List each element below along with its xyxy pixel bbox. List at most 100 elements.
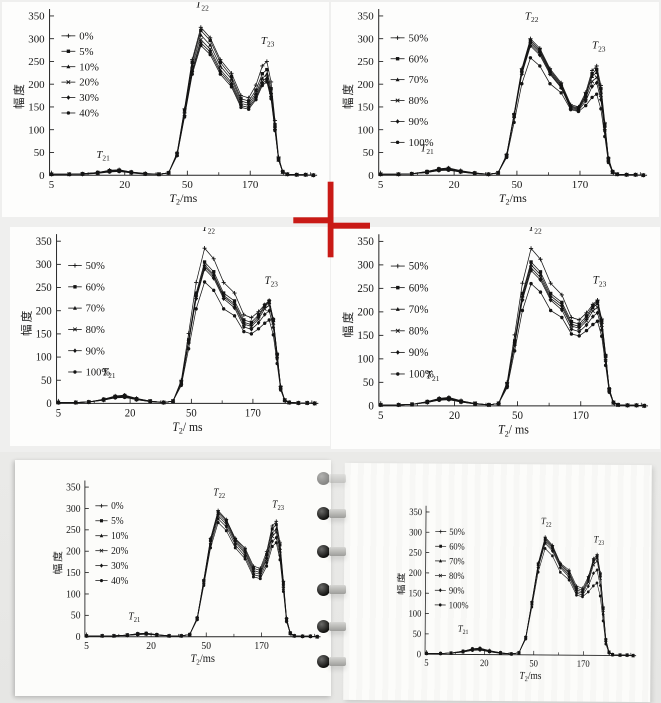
svg-text:100: 100 bbox=[408, 608, 421, 619]
svg-text:20%: 20% bbox=[79, 77, 99, 89]
svg-text:90%: 90% bbox=[86, 345, 105, 357]
svg-text:T21: T21 bbox=[426, 369, 440, 383]
svg-text:50: 50 bbox=[363, 147, 374, 159]
svg-text:250: 250 bbox=[36, 282, 53, 294]
svg-text:300: 300 bbox=[357, 259, 374, 271]
svg-text:100%: 100% bbox=[86, 366, 110, 378]
svg-text:60%: 60% bbox=[86, 281, 105, 293]
svg-text:70%: 70% bbox=[86, 303, 105, 315]
svg-text:20: 20 bbox=[125, 407, 136, 419]
svg-text:T23: T23 bbox=[261, 35, 275, 49]
svg-text:100: 100 bbox=[357, 353, 374, 365]
svg-text:T22: T22 bbox=[213, 487, 225, 500]
svg-text:170: 170 bbox=[573, 410, 590, 422]
notebook-page-left: 0 50 100 150 200 250 300 350 5 20 50 170 幅度 T2/ms 0% 5%… bbox=[15, 460, 331, 696]
svg-text:T2/ ms: T2/ ms bbox=[498, 422, 529, 438]
chart-panel-top-left: 0 50 100 150 200 250 300 350 5 20 50 170 幅度 T2/ms 0% 5%… bbox=[2, 2, 329, 217]
svg-text:10%: 10% bbox=[79, 61, 99, 73]
chart-panel-middle-right: 0 50 100 150 200 250 300 350 5 20 50 170 幅度 T2/ ms 50%… bbox=[331, 227, 660, 449]
svg-text:T21: T21 bbox=[102, 366, 115, 380]
svg-text:250: 250 bbox=[409, 547, 422, 558]
svg-text:170: 170 bbox=[577, 658, 590, 669]
svg-text:50: 50 bbox=[34, 147, 45, 159]
svg-text:40%: 40% bbox=[79, 108, 99, 120]
svg-text:100%: 100% bbox=[409, 369, 434, 381]
svg-text:幅度: 幅度 bbox=[341, 82, 355, 109]
svg-text:40%: 40% bbox=[111, 576, 128, 587]
svg-text:60%: 60% bbox=[449, 541, 465, 552]
svg-text:T22: T22 bbox=[541, 516, 552, 529]
svg-text:20: 20 bbox=[480, 658, 489, 669]
svg-text:T2/ms: T2/ms bbox=[169, 191, 197, 207]
svg-text:50: 50 bbox=[71, 610, 81, 621]
svg-text:250: 250 bbox=[28, 56, 45, 68]
svg-text:300: 300 bbox=[36, 259, 53, 271]
svg-text:T2/ms: T2/ms bbox=[190, 653, 214, 667]
svg-text:90%: 90% bbox=[409, 347, 429, 359]
svg-text:5%: 5% bbox=[111, 516, 124, 527]
svg-text:170: 170 bbox=[245, 407, 262, 419]
svg-text:20: 20 bbox=[119, 179, 130, 191]
svg-text:300: 300 bbox=[409, 527, 422, 538]
svg-text:50: 50 bbox=[363, 377, 374, 389]
svg-text:250: 250 bbox=[357, 56, 374, 68]
svg-text:0: 0 bbox=[39, 170, 45, 182]
svg-text:0: 0 bbox=[46, 398, 52, 410]
svg-text:5%: 5% bbox=[79, 46, 93, 58]
svg-text:150: 150 bbox=[28, 102, 45, 114]
svg-text:60%: 60% bbox=[409, 53, 429, 65]
svg-text:T2/ ms: T2/ ms bbox=[172, 420, 202, 436]
svg-text:100: 100 bbox=[36, 352, 53, 364]
svg-text:T23: T23 bbox=[272, 499, 284, 512]
svg-text:5: 5 bbox=[56, 407, 62, 419]
t2-spectrum-chart-bottom-right: 0 50 100 150 200 250 300 350 5 20 50 170 幅度 T2/ms 50% 6… bbox=[396, 505, 637, 683]
svg-text:200: 200 bbox=[357, 79, 374, 91]
svg-text:5: 5 bbox=[378, 410, 384, 422]
svg-text:170: 170 bbox=[242, 179, 259, 191]
svg-text:200: 200 bbox=[66, 546, 80, 557]
svg-text:200: 200 bbox=[28, 79, 45, 91]
svg-text:350: 350 bbox=[28, 10, 45, 22]
svg-text:300: 300 bbox=[66, 504, 80, 515]
svg-text:80%: 80% bbox=[449, 570, 465, 581]
svg-text:T22: T22 bbox=[528, 227, 542, 236]
svg-text:幅度: 幅度 bbox=[396, 571, 407, 595]
svg-text:80%: 80% bbox=[409, 325, 429, 337]
svg-text:20%: 20% bbox=[111, 546, 128, 557]
svg-text:200: 200 bbox=[36, 305, 53, 317]
svg-text:250: 250 bbox=[66, 525, 80, 536]
svg-text:5: 5 bbox=[84, 641, 89, 652]
svg-text:30%: 30% bbox=[111, 561, 128, 572]
svg-text:50: 50 bbox=[413, 628, 422, 639]
svg-text:T22: T22 bbox=[525, 11, 539, 25]
svg-text:50: 50 bbox=[512, 410, 523, 422]
svg-text:T23: T23 bbox=[593, 275, 607, 289]
svg-text:150: 150 bbox=[357, 102, 374, 114]
svg-text:100%: 100% bbox=[409, 137, 434, 149]
t2-spectrum-chart-top-left: 0 50 100 150 200 250 300 350 5 20 50 170 幅度 T2/ms 0% 5%… bbox=[12, 2, 318, 207]
svg-text:50%: 50% bbox=[86, 260, 105, 272]
svg-text:170: 170 bbox=[254, 641, 268, 652]
svg-text:5: 5 bbox=[424, 657, 429, 668]
svg-text:0%: 0% bbox=[79, 30, 93, 42]
svg-text:100: 100 bbox=[28, 124, 45, 136]
t2-spectrum-chart-middle-right: 0 50 100 150 200 250 300 350 5 20 50 170 幅度 T2/ ms 50%… bbox=[341, 227, 649, 438]
svg-text:50%: 50% bbox=[409, 261, 429, 273]
svg-text:20: 20 bbox=[449, 179, 460, 191]
svg-text:70%: 70% bbox=[409, 304, 429, 316]
svg-text:80%: 80% bbox=[86, 324, 105, 336]
svg-text:30%: 30% bbox=[79, 92, 99, 104]
svg-text:150: 150 bbox=[66, 568, 80, 579]
svg-text:幅度: 幅度 bbox=[20, 309, 34, 336]
svg-text:50: 50 bbox=[182, 179, 193, 191]
svg-text:0: 0 bbox=[417, 649, 422, 660]
svg-text:T23: T23 bbox=[265, 275, 278, 289]
svg-text:0: 0 bbox=[76, 632, 81, 643]
svg-text:350: 350 bbox=[357, 236, 374, 248]
svg-text:T21: T21 bbox=[128, 611, 140, 624]
svg-text:200: 200 bbox=[409, 567, 422, 578]
svg-text:300: 300 bbox=[28, 33, 45, 45]
t2-spectrum-chart-bottom-left: 0 50 100 150 200 250 300 350 5 20 50 170 幅度 T2/ms 0% 5%… bbox=[52, 480, 321, 667]
svg-text:100: 100 bbox=[357, 124, 374, 136]
